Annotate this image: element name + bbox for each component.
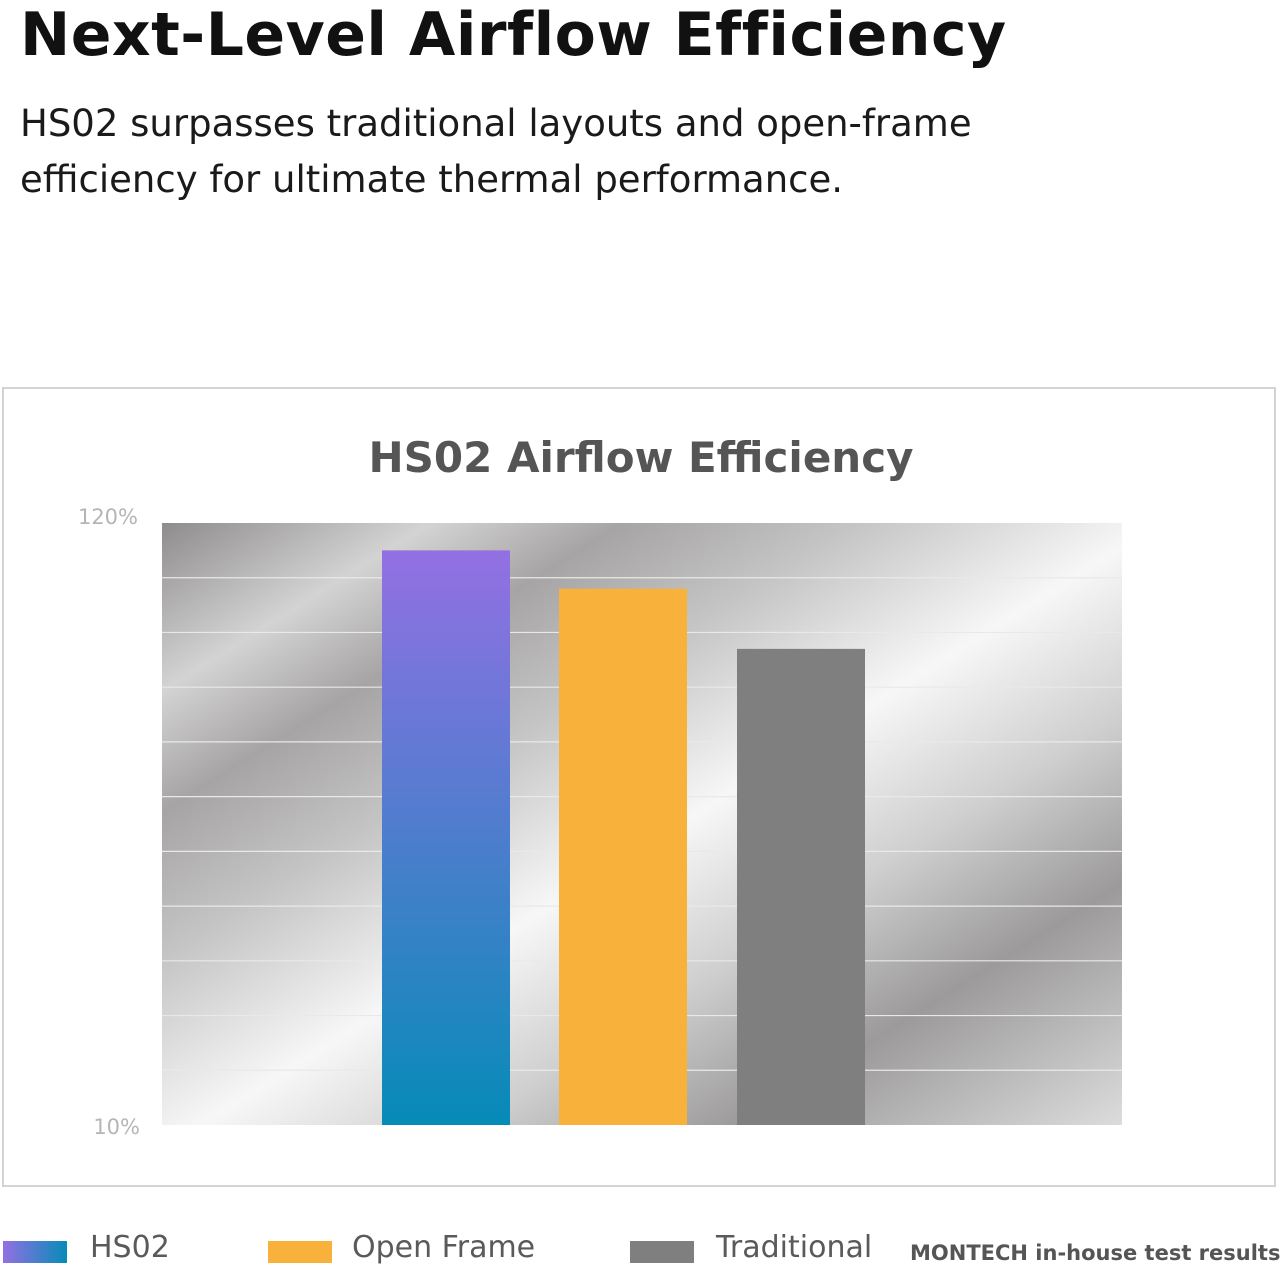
chart-legend: HS02 Open Frame Traditional [0,1226,1280,1271]
page-subtitle: HS02 surpasses traditional layouts and o… [20,102,972,201]
bar-hs02 [382,550,510,1125]
bar-open-frame [559,588,687,1125]
bars-group [382,550,865,1125]
legend-swatch-open-frame [268,1241,332,1263]
legend-swatch-traditional [630,1241,694,1263]
y-tick-label-bottom: 10% [93,1115,140,1139]
legend-label-traditional: Traditional [716,1230,873,1265]
chart-panel: HS02 Airflow Efficiency 120% 10% [2,387,1276,1187]
y-tick-label-top: 120% [78,505,138,529]
page-title: Next-Level Airflow Efficiency [20,0,1007,70]
legend-swatch-hs02 [3,1241,67,1263]
chart-title: HS02 Airflow Efficiency [369,433,914,482]
legend-label-open-frame: Open Frame [352,1230,536,1265]
bar-chart: HS02 Airflow Efficiency 120% 10% [78,433,1122,1139]
bar-traditional [737,648,865,1125]
legend-label-hs02: HS02 [90,1230,170,1265]
source-note: MONTECH in-house test results [910,1241,1280,1265]
